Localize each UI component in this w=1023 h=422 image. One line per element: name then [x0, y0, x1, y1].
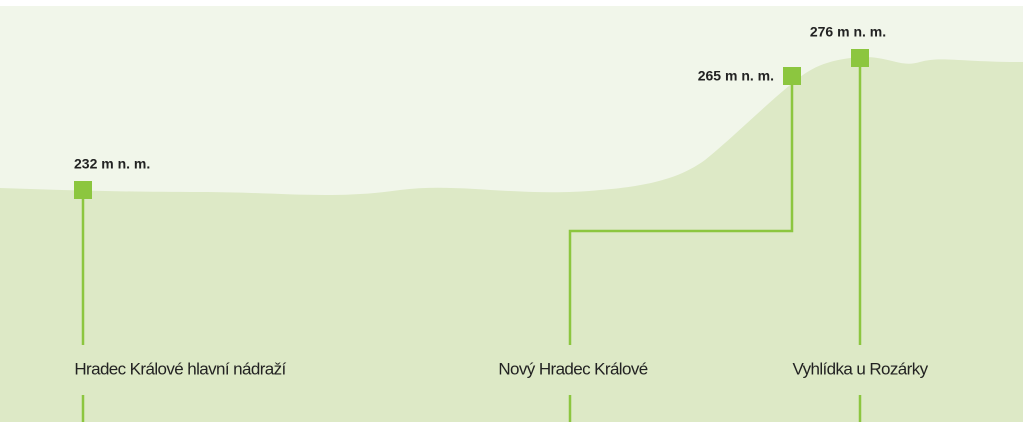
- station-label: Vyhlídka u Rozárky: [792, 359, 928, 378]
- elevation-label: 265 m n. m.: [698, 68, 774, 84]
- elevation-label: 232 m n. m.: [74, 156, 150, 172]
- station-label: Nový Hradec Králové: [498, 359, 647, 378]
- marker: [783, 67, 801, 85]
- elevation-label: 276 m n. m.: [810, 24, 886, 40]
- station-label: Hradec Králové hlavní nádraží: [74, 359, 286, 378]
- marker: [74, 181, 92, 199]
- terrain: [0, 56, 1023, 422]
- marker: [851, 49, 869, 67]
- connector: [568, 85, 794, 422]
